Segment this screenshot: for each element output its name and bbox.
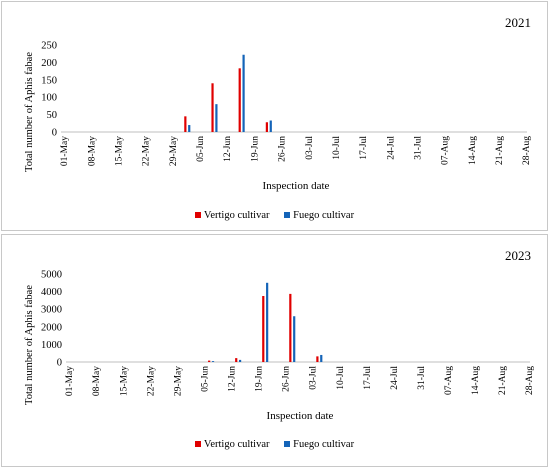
bar-vertigo <box>238 68 241 132</box>
x-tick-label: 07-Aug <box>444 366 454 395</box>
x-tick-label: 15-May <box>119 366 129 396</box>
x-tick-label: 21-Aug <box>495 136 505 165</box>
bar-fuego <box>215 104 218 132</box>
x-tick-label: 31-Jul <box>417 366 427 390</box>
x-tick-label: 10-Jul <box>336 366 346 390</box>
chart-legend: Vertigo cultivar Fuego cultivar <box>2 439 547 450</box>
x-tick-label: 22-May <box>142 136 152 166</box>
y-tick-label: 2000 <box>41 322 62 333</box>
x-tick-label: 19-Jun <box>255 366 265 392</box>
x-tick-label: 01-May <box>60 136 70 166</box>
x-tick-label: 12-Jun <box>223 136 233 162</box>
legend-swatch-fuego <box>284 212 291 218</box>
x-tick-label: 03-Jul <box>305 136 315 160</box>
y-tick-label: 4000 <box>41 287 62 298</box>
bar-fuego <box>293 316 296 362</box>
x-tick-label: 24-Jul <box>390 366 400 390</box>
y-tick-label: 250 <box>41 41 57 52</box>
x-tick-label: 28-Aug <box>522 136 532 165</box>
bar-vertigo <box>235 358 238 362</box>
bar-vertigo <box>211 83 214 132</box>
y-tick-label: 150 <box>41 75 57 86</box>
x-tick-label: 24-Jul <box>386 136 396 160</box>
bar-fuego <box>242 54 245 132</box>
chart-svg: 0 1000 2000 3000 4000 5000 01-May 08-May 15-May 2… <box>24 270 535 423</box>
legend-label-vertigo: Vertigo cultivar <box>203 210 270 221</box>
legend-swatch-fuego <box>284 441 291 447</box>
x-tick-label: 12-Jun <box>228 366 238 392</box>
x-tick-label: 08-May <box>92 366 102 396</box>
y-axis-label: Total number of Aphis fabae <box>24 285 35 405</box>
x-tick-label: 05-Jun <box>196 136 206 162</box>
x-tick-label: 21-Aug <box>498 366 508 395</box>
x-axis-label: Inspection date <box>263 180 330 192</box>
bar-vertigo <box>316 356 319 362</box>
bar-vertigo <box>289 293 292 362</box>
x-tick-label: 31-Jul <box>413 136 423 160</box>
x-tick-label: 05-Jun <box>200 366 210 392</box>
x-tick-label: 26-Jun <box>278 136 288 162</box>
bar-vertigo <box>208 360 211 362</box>
x-tick-label: 28-Aug <box>525 366 535 395</box>
chart-panel-2021: 0 50 100 150 200 250 01-May 08-May 15-May 22-May 2… <box>1 1 548 231</box>
legend-label-fuego: Fuego cultivar <box>293 210 355 221</box>
y-tick-label: 3000 <box>41 305 62 316</box>
x-tick-label: 15-May <box>115 136 125 166</box>
x-tick-label: 29-May <box>169 136 179 166</box>
bar-fuego <box>320 354 323 362</box>
x-tick-label: 29-May <box>173 366 183 396</box>
bar-fuego <box>188 125 191 132</box>
x-axis-label: Inspection date <box>267 410 334 422</box>
x-tick-label: 08-May <box>87 136 97 166</box>
legend-item-fuego: Fuego cultivar <box>284 210 354 221</box>
legend-swatch-vertigo <box>194 212 201 218</box>
legend-label-vertigo: Vertigo cultivar <box>203 439 270 450</box>
legend-swatch-vertigo <box>194 441 201 447</box>
legend-item-fuego: Fuego cultivar <box>284 439 354 450</box>
x-tick-label: 17-Jul <box>359 136 369 160</box>
y-axis-label: Total number of Aphis fabae <box>24 52 35 172</box>
y-tick-label: 0 <box>52 128 57 139</box>
legend-item-vertigo: Vertigo cultivar <box>194 210 270 221</box>
y-tick-label: 50 <box>47 110 58 121</box>
y-tick-label: 200 <box>41 58 57 69</box>
x-tick-label: 17-Jul <box>363 366 373 390</box>
x-tick-label: 01-May <box>65 366 75 396</box>
bar-fuego <box>266 282 269 362</box>
chart-svg: 0 50 100 150 200 250 01-May 08-May 15-May 22-May 2… <box>24 41 532 193</box>
chart-legend: Vertigo cultivar Fuego cultivar <box>2 210 547 221</box>
bar-vertigo <box>265 122 268 132</box>
x-tick-label: 07-Aug <box>441 136 451 165</box>
bar-vertigo <box>262 296 265 362</box>
x-tick-label: 22-May <box>146 366 156 396</box>
legend-label-fuego: Fuego cultivar <box>293 439 355 450</box>
x-tick-label: 26-Jun <box>282 366 292 392</box>
bar-vertigo <box>184 116 187 132</box>
y-tick-label: 100 <box>41 93 57 104</box>
x-tick-label: 19-Jun <box>250 136 260 162</box>
bar-fuego <box>211 361 215 362</box>
chart-title: 2021 <box>505 15 531 30</box>
legend-item-vertigo: Vertigo cultivar <box>194 439 270 450</box>
x-tick-label: 14-Aug <box>471 366 481 395</box>
chart-panel-2023: 0 1000 2000 3000 4000 5000 01-May 08-May 15-May 2… <box>1 234 548 467</box>
y-tick-label: 1000 <box>41 340 62 351</box>
x-tick-label: 10-Jul <box>332 136 342 160</box>
chart-title: 2023 <box>505 248 531 263</box>
bar-fuego <box>269 120 272 132</box>
bar-fuego <box>238 359 242 362</box>
y-tick-label: 0 <box>57 358 62 369</box>
x-tick-label: 03-Jul <box>309 366 319 390</box>
y-tick-label: 5000 <box>41 270 62 281</box>
x-tick-label: 14-Aug <box>468 136 478 165</box>
